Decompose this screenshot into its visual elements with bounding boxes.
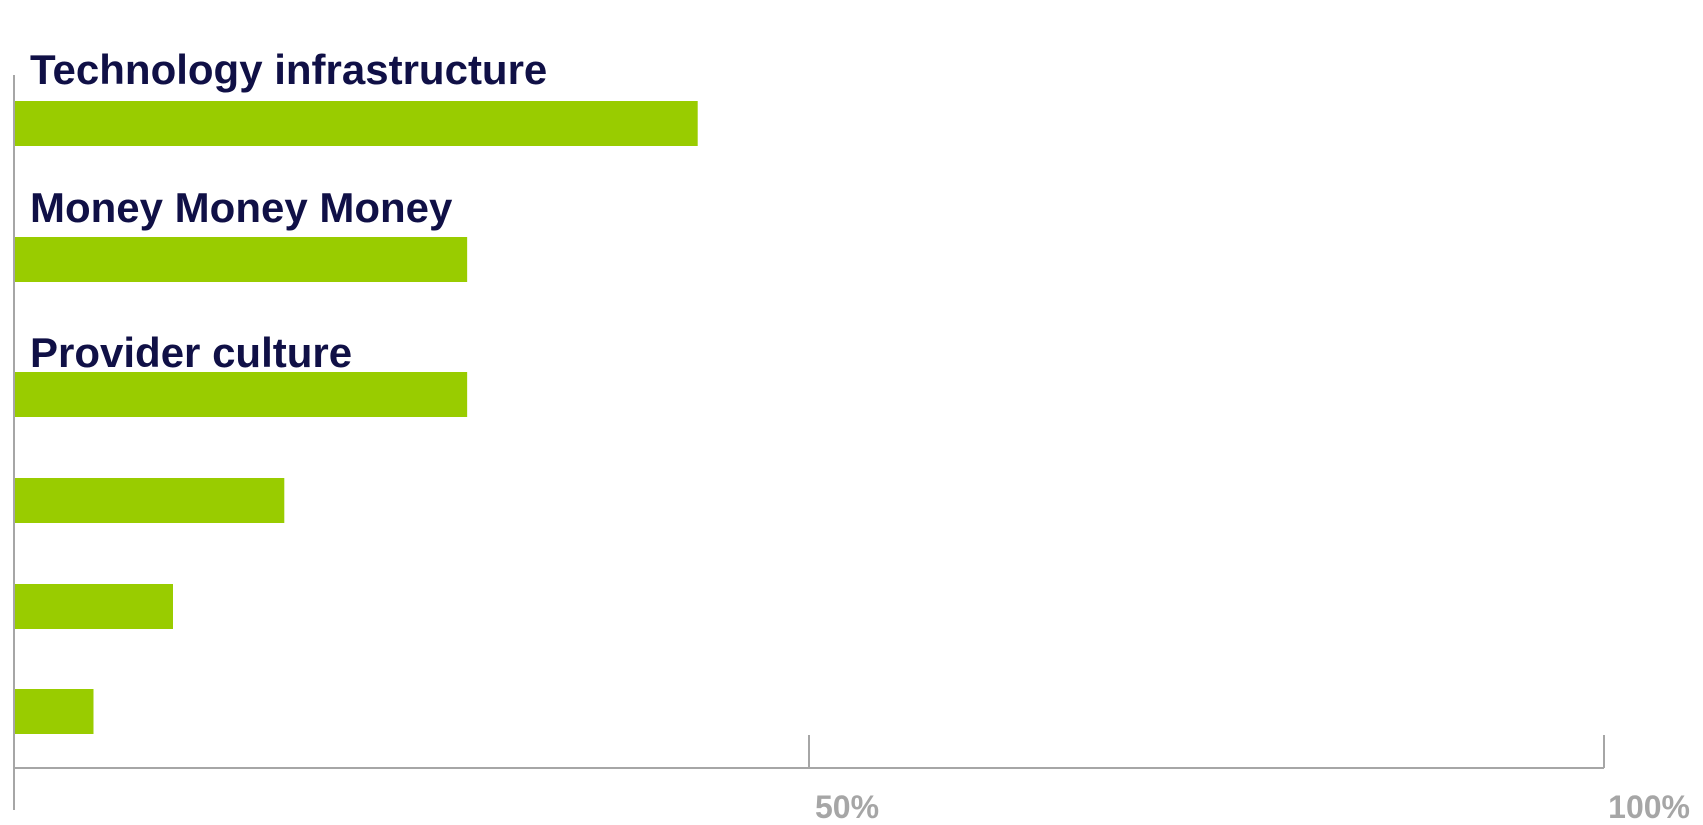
category-label-3: Provider culture: [30, 329, 352, 376]
bar-3: [14, 372, 468, 417]
x-tick-label-100: 100%: [1608, 789, 1690, 825]
bar-6: [14, 689, 94, 734]
x-ticks-group: 50% 100%: [808, 735, 1690, 825]
bar-1: [14, 101, 698, 146]
bar-2: [14, 237, 468, 282]
category-label-1: Technology infrastructure: [30, 46, 547, 93]
x-tick-label-50: 50%: [815, 789, 879, 825]
bar-5: [14, 584, 173, 629]
bars-group: [14, 101, 698, 734]
category-label-2: Money Money Money: [30, 184, 453, 231]
bar-4: [14, 478, 285, 523]
category-labels-group: Technology infrastructure Money Money Mon…: [30, 46, 547, 376]
